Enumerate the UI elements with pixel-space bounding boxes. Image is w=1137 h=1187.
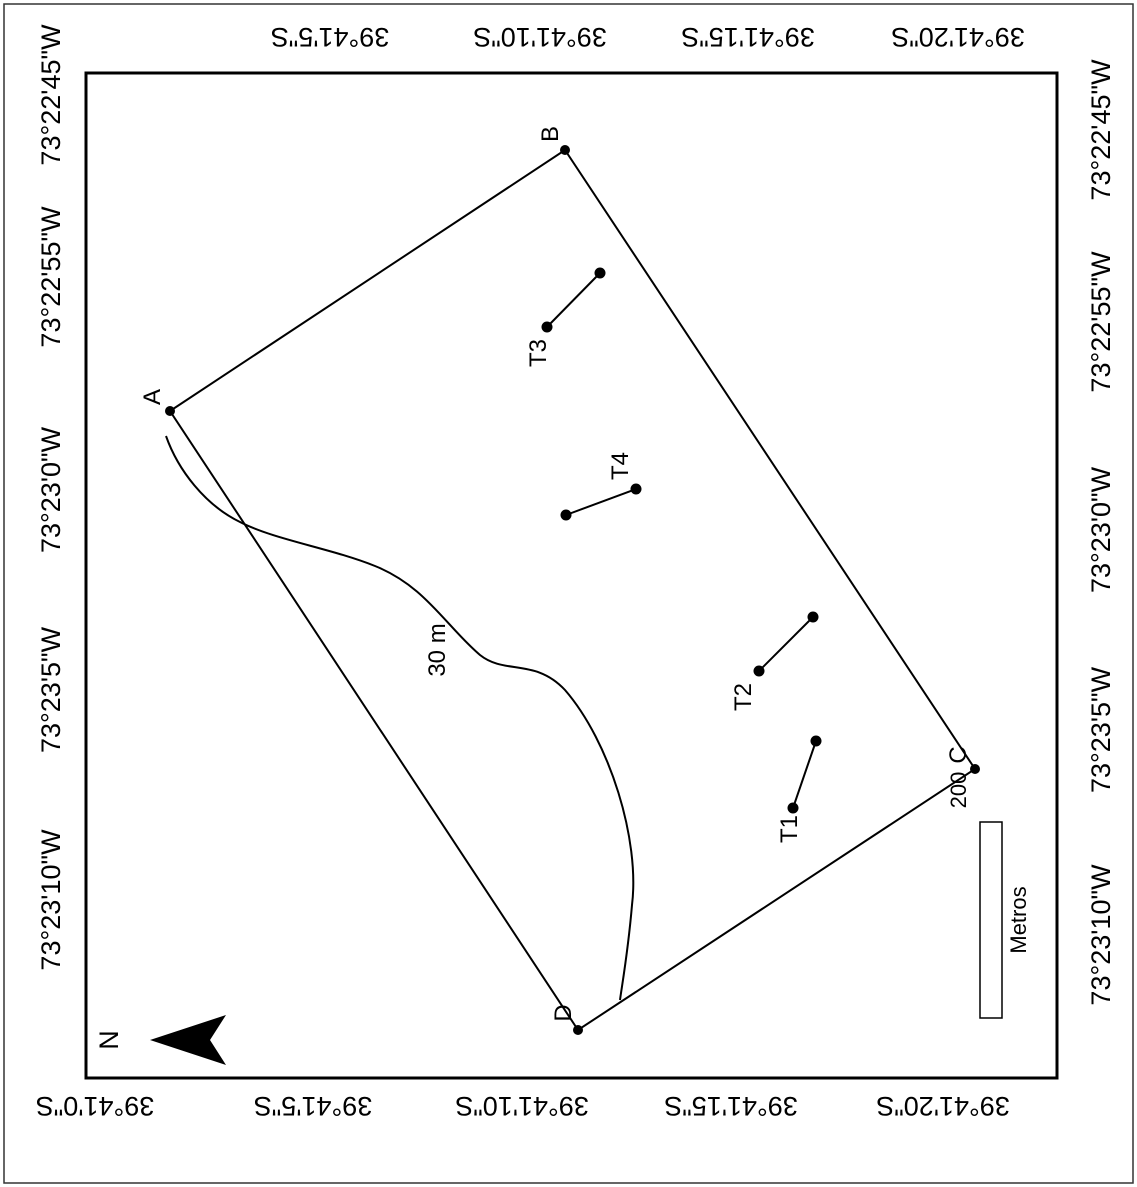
transect-t2-line (758, 616, 814, 672)
outer-border (3, 3, 1134, 1184)
lon-label-left-4: 73°22'55"W (36, 206, 66, 348)
lat-label-top-1: 39°41'5"S (271, 22, 390, 52)
transect-t2-start-point (753, 665, 765, 677)
vertex-d-label: D (550, 1004, 577, 1021)
transect-t4-start-point (560, 509, 572, 521)
north-label: N (94, 1030, 124, 1050)
scale-value-label: 200 (946, 772, 971, 809)
lon-label-left-3: 73°23'0"W (36, 426, 66, 553)
lon-label-right-4: 73°22'55"W (1086, 251, 1116, 393)
transect-t3-start-point (541, 321, 553, 333)
transect-t3-line (546, 272, 601, 328)
vertex-b-label: B (537, 126, 564, 142)
vertex-a-label: A (139, 389, 166, 405)
vertex-b-point (560, 145, 570, 155)
transect-t3-label: T3 (525, 339, 552, 367)
lat-label-bottom-4: 39°41'15"S (664, 1091, 798, 1121)
lat-label-bottom-2: 39°41'5"S (254, 1091, 373, 1121)
scale-unit-label: Metros (1006, 886, 1031, 953)
transect-t1-start-point (787, 802, 799, 814)
lat-label-bottom-1: 39°41'0"S (36, 1091, 155, 1121)
lon-label-left-5: 73°22'45"W (36, 24, 66, 166)
transect-t2-end-point (807, 611, 819, 623)
transect-t2-label: T2 (730, 683, 757, 711)
lon-label-right-2: 73°23'5"W (1086, 666, 1116, 793)
lat-label-bottom-5: 39°41'20"S (876, 1091, 1010, 1121)
transect-t4-line (565, 488, 637, 516)
transect-t4-label: T4 (607, 452, 634, 480)
contour-30m-label: 30 m (424, 623, 451, 676)
lat-label-top-4: 39°41'20"S (891, 22, 1025, 52)
scale-bar (979, 821, 1003, 1019)
lon-label-left-1: 73°23'10"W (36, 829, 66, 971)
transect-t3-end-point (594, 267, 606, 279)
lon-label-left-2: 73°23'5"W (36, 626, 66, 753)
map-frame (84, 71, 1059, 1080)
vertex-c-label: C (945, 746, 972, 763)
lon-label-right-5: 73°22'45"W (1086, 59, 1116, 201)
transect-t1-label: T1 (776, 815, 803, 843)
contour-30m-line (165, 435, 635, 1001)
transect-t4-end-point (630, 483, 642, 495)
transect-t1-line (792, 740, 817, 809)
lat-label-bottom-3: 39°41'10"S (455, 1091, 589, 1121)
north-arrow-icon (150, 1015, 226, 1065)
lon-label-right-3: 73°23'0"W (1086, 466, 1116, 593)
lat-label-top-3: 39°41'15"S (681, 22, 815, 52)
vertex-d-point (573, 1025, 583, 1035)
study-area-polygon (168, 148, 977, 1032)
vertex-c-point (970, 764, 980, 774)
vertex-a-point (165, 406, 175, 416)
transect-t1-end-point (810, 735, 822, 747)
lon-label-right-1: 73°23'10"W (1086, 864, 1116, 1006)
lat-label-top-2: 39°41'10"S (473, 22, 607, 52)
